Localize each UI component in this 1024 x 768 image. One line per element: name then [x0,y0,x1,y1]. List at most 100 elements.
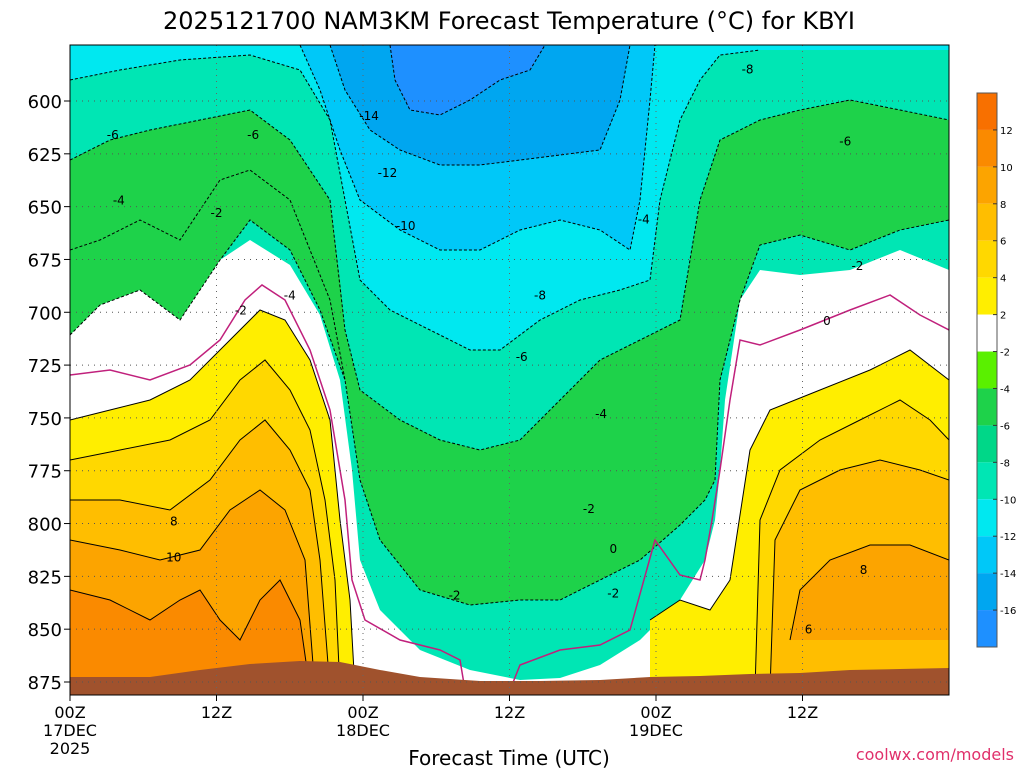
band-minus16-minus14 [390,45,545,115]
x-tick-label: 00Z [54,703,85,722]
contour-label: -2 [851,259,863,273]
contour-10-left [70,579,311,691]
contour-minus14 [389,45,546,116]
contour-label: -4 [284,288,296,302]
y-tick-label: 800 [28,515,62,536]
y-tick-label: 825 [28,567,62,588]
y-axis-ticks: 600 625 650 675 700 725 750 775 800 825 850 875 [28,92,70,694]
chart-title: 2025121700 NAM3KM Forecast Temperature (… [163,7,855,35]
colorbar-swatch [977,314,997,352]
colorbar-label: 2 [1000,311,1006,322]
colorbar-label: -10 [1000,495,1016,506]
band-8-10-right [790,545,949,640]
colorbar-swatch [977,536,997,574]
colorbar-swatch [977,462,997,500]
colorbar-swatch [977,425,997,463]
colorbar-label: -14 [1000,569,1016,580]
contour-4-left [70,359,341,691]
colorbar-swatch [977,388,997,426]
contour-4-right [754,399,949,691]
credit-text: coolwx.com/models [856,745,1014,764]
y-tick-label: 700 [28,303,62,324]
y-tick-label: 675 [28,250,62,271]
contour-label: -4 [113,193,125,207]
colorbar: 12 10 8 6 4 2 -2 -4 -6 -8 -10 -12 -14 -16 [976,92,1016,648]
colorbar-label: 4 [1000,274,1006,285]
y-tick-label: 850 [28,620,62,641]
contour-label: -12 [378,166,398,180]
colorbar-swatch [977,610,997,647]
y-tick-label: 875 [28,673,62,694]
contour-label: -2 [583,502,595,516]
colorbar-label: 8 [1000,200,1006,211]
contour-label: -2 [235,303,247,317]
y-tick-label: 600 [28,92,62,113]
colorbar-swatch [977,93,997,130]
colorbar-label: -8 [1000,458,1010,469]
colorbar-swatch [977,277,997,315]
colorbar-label: -16 [1000,606,1016,617]
contour-2-right [649,349,949,621]
contour-label: -6 [107,128,119,142]
contour-label: -6 [516,350,528,364]
contour-minus4 [70,169,949,606]
contour-zero-right [509,294,949,691]
contour-label: 0 [823,314,831,328]
y-tick-label: 625 [28,145,62,166]
contour-labels: -14 -12 -10 -8 -8 -6 -6 -6 -6 -4 -4 -4 -4 -2 -2 -2 -2 -2 -… [107,62,868,636]
x-tick-date: 17DEC [43,721,97,740]
contour-label: -2 [449,588,461,602]
colorbar-swatch [977,240,997,278]
contour-label: 10 [166,550,181,564]
terrain-ground [70,661,949,695]
contour-label: -10 [396,219,416,233]
colorbar-swatch [977,499,997,537]
x-tick-label: 12Z [494,703,525,722]
contour-label: 8 [860,563,868,577]
contour-label: -4 [595,407,607,421]
x-tick-label: 12Z [787,703,818,722]
negative-contours [70,45,949,606]
colorbar-label: 6 [1000,237,1006,248]
x-tick-date: 19DEC [629,721,683,740]
colorbar-swatch [977,203,997,241]
x-tick-date: 18DEC [336,721,390,740]
contour-2-left [70,309,356,691]
contour-label: 8 [170,515,178,529]
contour-label: -2 [607,586,619,600]
contour-zero-left [70,284,466,691]
contour-label: -14 [359,109,379,123]
contour-label: 0 [609,542,617,556]
colorbar-swatch [977,351,997,389]
contour-6-left [70,419,331,691]
colorbar-label: -6 [1000,421,1010,432]
zero-contours [70,284,949,691]
colorbar-swatch [977,573,997,611]
y-tick-label: 775 [28,462,62,483]
colorbar-frame [976,92,998,648]
contour-label: -8 [742,62,754,76]
contour-label: -8 [534,288,546,302]
x-axis-label: Forecast Time (UTC) [408,746,610,768]
x-tick-label: 12Z [201,703,232,722]
contour-minus10 [299,45,656,251]
colorbar-label: 10 [1000,163,1013,174]
colorbar-label: -2 [1000,348,1010,359]
y-tick-label: 750 [28,409,62,430]
positive-contours [70,309,949,691]
colorbar-label: 12 [1000,126,1013,137]
contour-8-right [789,544,949,641]
y-tick-label: 725 [28,356,62,377]
contour-label: -6 [839,134,851,148]
x-tick-label: 00Z [347,703,378,722]
contour-8-left [70,489,316,691]
colorbar-label: -4 [1000,384,1010,395]
contour-minus8 [70,49,761,351]
band-10-12-left [70,580,310,690]
contour-label: -2 [211,206,223,220]
colorbar-swatch [977,129,997,167]
contour-label: -4 [638,212,650,226]
contour-minus2 [70,219,346,381]
contour-label: 6 [805,622,813,636]
